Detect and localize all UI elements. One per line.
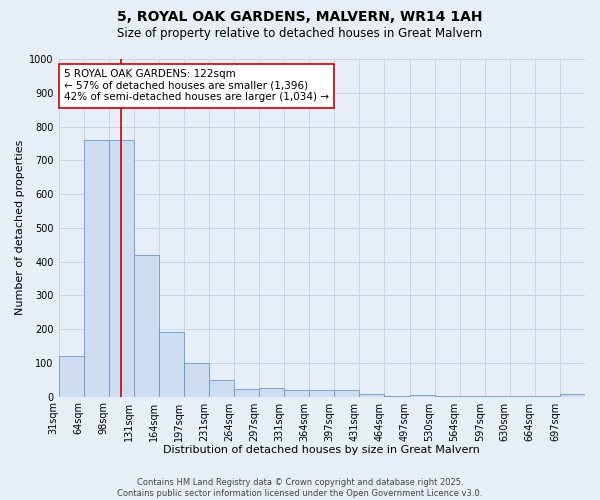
X-axis label: Distribution of detached houses by size in Great Malvern: Distribution of detached houses by size … — [163, 445, 480, 455]
Y-axis label: Number of detached properties: Number of detached properties — [15, 140, 25, 316]
Bar — [309, 390, 334, 396]
Bar — [334, 390, 359, 396]
Bar — [410, 395, 434, 396]
Text: Size of property relative to detached houses in Great Malvern: Size of property relative to detached ho… — [118, 28, 482, 40]
Bar — [359, 394, 385, 396]
Bar — [159, 332, 184, 396]
Bar — [209, 380, 234, 396]
Bar — [259, 388, 284, 396]
Text: 5, ROYAL OAK GARDENS, MALVERN, WR14 1AH: 5, ROYAL OAK GARDENS, MALVERN, WR14 1AH — [117, 10, 483, 24]
Bar — [234, 389, 259, 396]
Text: Contains HM Land Registry data © Crown copyright and database right 2025.
Contai: Contains HM Land Registry data © Crown c… — [118, 478, 482, 498]
Bar — [109, 140, 134, 396]
Bar — [560, 394, 585, 396]
Bar — [59, 356, 83, 397]
Bar — [134, 255, 159, 396]
Bar — [83, 140, 109, 396]
Bar — [184, 363, 209, 396]
Bar — [284, 390, 309, 396]
Text: 5 ROYAL OAK GARDENS: 122sqm
← 57% of detached houses are smaller (1,396)
42% of : 5 ROYAL OAK GARDENS: 122sqm ← 57% of det… — [64, 69, 329, 102]
